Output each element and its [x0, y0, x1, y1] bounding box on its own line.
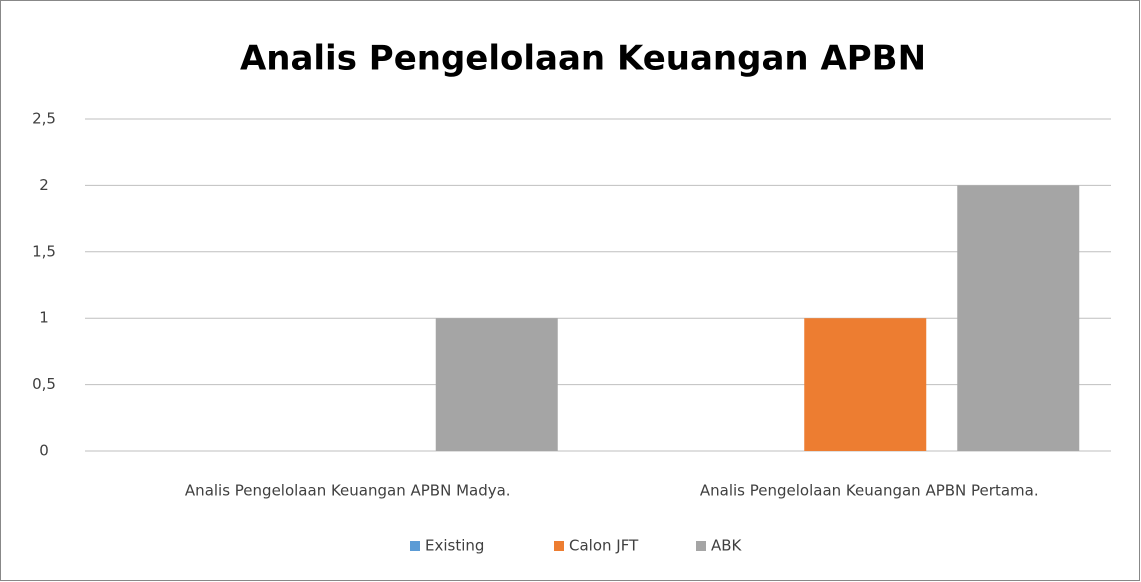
chart-title: Analis Pengelolaan Keuangan APBN [240, 39, 926, 79]
legend-swatch [696, 541, 706, 551]
legend-label: Existing [425, 537, 484, 555]
bar [957, 185, 1080, 451]
legend-swatch [410, 541, 420, 551]
y-tick-label: 2 [39, 176, 49, 194]
y-tick-label: 0 [39, 442, 49, 460]
y-tick-label: 2,5 [32, 110, 56, 128]
legend-label: ABK [711, 537, 743, 555]
x-tick-label: Analis Pengelolaan Keuangan APBN Pertama… [700, 482, 1039, 500]
y-tick-label: 0,5 [32, 375, 56, 393]
y-tick-label: 1,5 [32, 242, 56, 260]
legend-swatch [554, 541, 564, 551]
y-tick-label: 1 [39, 309, 49, 327]
x-tick-label: Analis Pengelolaan Keuangan APBN Madya. [185, 482, 511, 500]
legend-label: Calon JFT [569, 537, 639, 555]
bar [435, 318, 558, 451]
bar [804, 318, 927, 451]
